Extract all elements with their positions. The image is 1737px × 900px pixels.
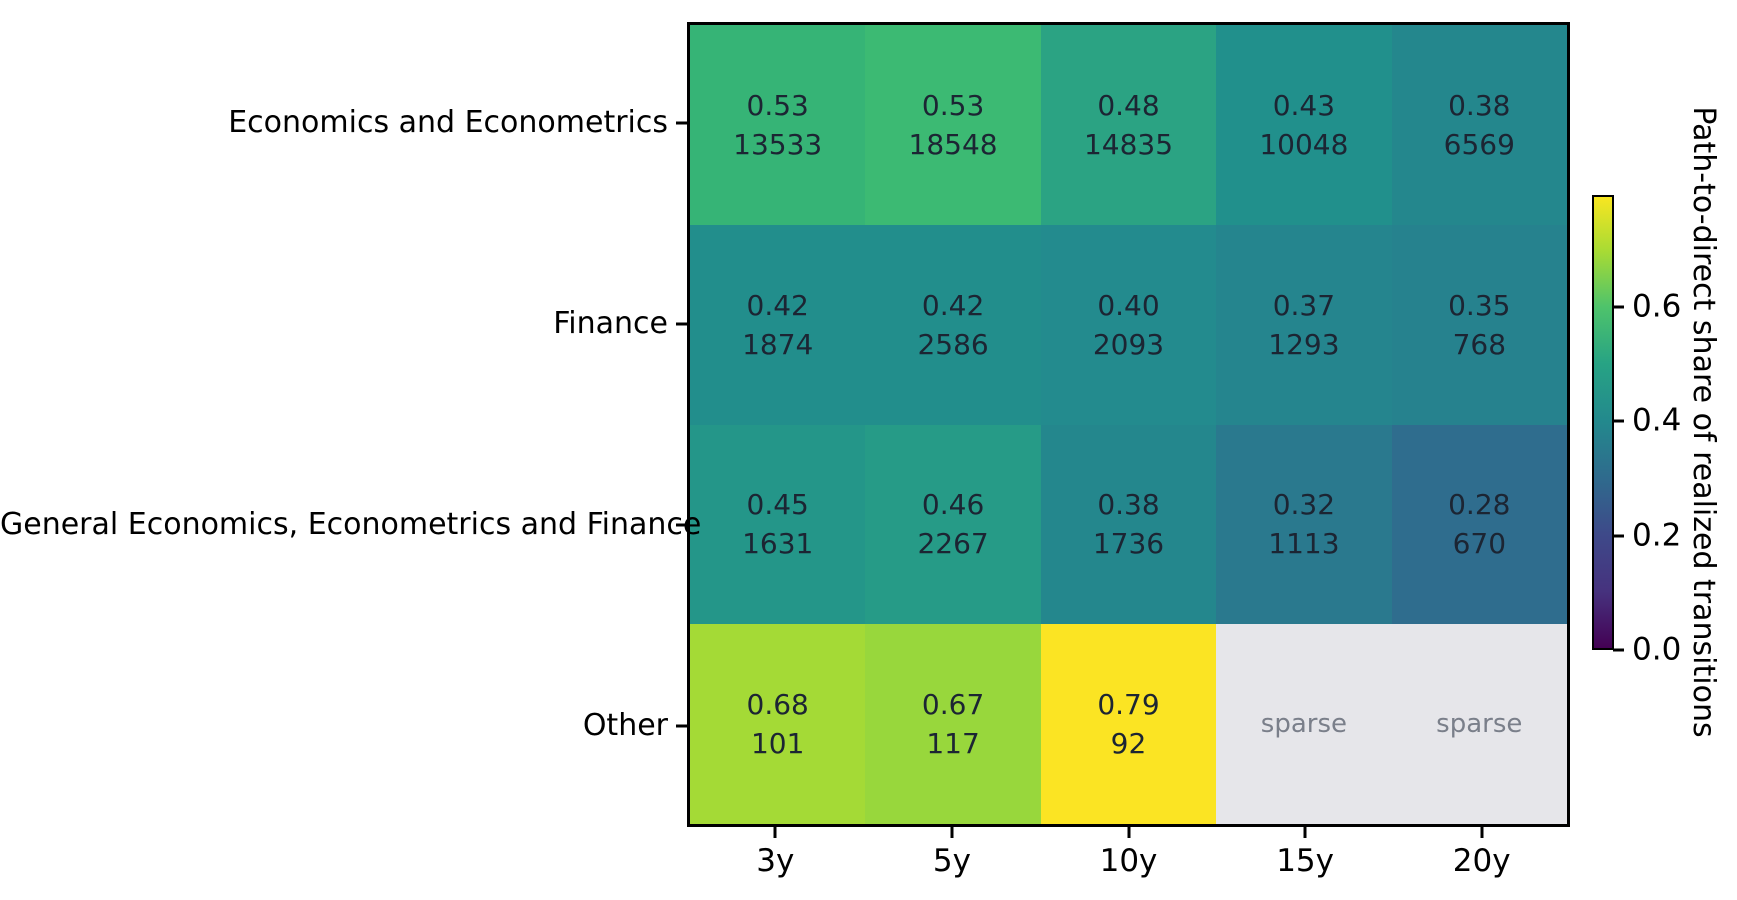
heatmap-cell: 0.46 2267 <box>865 424 1041 625</box>
heatmap-plot: 0.53 13533 0.53 18548 0.48 14835 0.43 10048 0.38… <box>687 22 1570 827</box>
colorbar-tick-mark <box>1613 305 1624 309</box>
row-label: Economics and Econometrics <box>228 104 668 140</box>
colorbar <box>1592 195 1614 650</box>
colorbar-tick-mark <box>1613 534 1624 538</box>
cell-count-value: 14835 <box>1083 127 1174 161</box>
y-axis-tick-mark <box>676 322 687 326</box>
cell-count-value: 1631 <box>742 527 814 561</box>
heatmap-cell: 0.53 13533 <box>690 25 866 225</box>
cell-share-value: 0.42 <box>921 288 985 322</box>
heatmap-cell: 0.32 1113 <box>1216 424 1392 625</box>
heatmap-cell: 0.37 1293 <box>1216 224 1392 425</box>
cell-count-value: 2267 <box>917 527 989 561</box>
heatmap-cell: 0.53 18548 <box>865 25 1041 225</box>
heatmap-cell: 0.42 1874 <box>690 224 866 425</box>
col-label: 3y <box>756 843 795 879</box>
colorbar-tick-label: 0.6 <box>1632 288 1682 325</box>
cell-share-value: 0.38 <box>1097 488 1160 522</box>
cell-count-value: 101 <box>750 727 805 761</box>
x-axis-tick-mark <box>950 827 954 838</box>
cell-share-value: 0.53 <box>746 88 809 122</box>
cell-share-value: 0.38 <box>1448 88 1511 122</box>
colorbar-tick-mark <box>1613 648 1624 652</box>
colorbar-gradient <box>1594 197 1612 648</box>
heatmap-cell: 0.42 2586 <box>865 224 1041 425</box>
heatmap-cell: 0.67 117 <box>865 624 1041 824</box>
cell-share-value: 0.46 <box>921 488 985 522</box>
row-label: General Economics, Econometrics and Fina… <box>0 507 702 543</box>
cell-share-value: 0.40 <box>1097 288 1160 322</box>
heatmap-cell: 0.79 92 <box>1040 624 1217 824</box>
heatmap-cell: 0.38 1736 <box>1040 424 1217 625</box>
colorbar-tick-label: 0.2 <box>1632 517 1682 554</box>
heatmap-cell: 0.35 768 <box>1391 224 1567 425</box>
cell-count-value: 117 <box>926 727 980 761</box>
cell-count-value: 1293 <box>1268 327 1340 361</box>
row-label: Other <box>582 708 668 744</box>
cell-count-value: 1736 <box>1092 527 1165 561</box>
cell-count-value: 18548 <box>908 127 998 161</box>
cell-count-value: 13533 <box>733 127 823 161</box>
colorbar-tick-label: 0.0 <box>1632 631 1682 668</box>
x-axis-tick-mark <box>1303 827 1307 838</box>
cell-count-value: 2093 <box>1092 327 1165 361</box>
x-axis-tick-mark <box>1127 827 1130 838</box>
cell-share-value: 0.53 <box>921 88 985 122</box>
heatmap-cell: 0.38 6569 <box>1391 25 1567 225</box>
cell-share-value: 0.48 <box>1097 88 1160 122</box>
cell-count-value: 1874 <box>742 327 814 361</box>
heatmap-cell: 0.68 101 <box>690 624 866 824</box>
cell-share-value: 0.32 <box>1272 488 1336 522</box>
cell-count-value: 10048 <box>1259 127 1349 161</box>
cell-share-value: 0.37 <box>1272 288 1336 322</box>
cell-share-value: 0.68 <box>746 688 809 722</box>
cell-share-value: 0.43 <box>1272 88 1336 122</box>
y-axis-tick-mark <box>676 121 687 125</box>
heatmap-cell: 0.43 10048 <box>1216 25 1392 225</box>
cell-share-value: 0.45 <box>746 488 809 522</box>
col-label: 20y <box>1452 843 1511 879</box>
heatmap-cell: 0.28 670 <box>1391 424 1567 625</box>
row-label: Finance <box>553 305 668 341</box>
cell-share-value: 0.35 <box>1448 288 1511 322</box>
x-axis-tick-mark <box>773 827 777 838</box>
cell-share-value: 0.42 <box>746 288 809 322</box>
cell-share-value: 0.79 <box>1097 688 1160 722</box>
cell-count-value: 1113 <box>1268 527 1340 561</box>
colorbar-title: Path-to-direct share of realized transit… <box>1686 106 1721 738</box>
cell-count-value: 6569 <box>1443 127 1515 161</box>
heatmap-cell: 0.48 14835 <box>1040 25 1217 225</box>
cell-count-value: 92 <box>1110 727 1147 761</box>
heatmap-cell: sparse <box>1391 624 1567 824</box>
heatmap-cell: 0.40 2093 <box>1040 224 1217 425</box>
col-label: 15y <box>1276 843 1334 879</box>
cell-count-value: 768 <box>1452 327 1507 361</box>
colorbar-tick-label: 0.4 <box>1632 402 1682 439</box>
colorbar-tick-mark <box>1613 419 1624 423</box>
cell-share-value: 0.28 <box>1448 488 1511 522</box>
sparse-label: sparse <box>1436 709 1523 740</box>
y-axis-tick-mark <box>676 523 687 527</box>
sparse-label: sparse <box>1260 709 1347 740</box>
x-axis-tick-mark <box>1480 827 1484 838</box>
y-axis-tick-mark <box>676 724 687 728</box>
heatmap-cell: 0.45 1631 <box>690 424 866 625</box>
cell-count-value: 2586 <box>917 327 989 361</box>
cell-count-value: 670 <box>1452 527 1507 561</box>
col-label: 5y <box>932 843 971 879</box>
heatmap-cell: sparse <box>1216 624 1392 824</box>
cell-share-value: 0.67 <box>921 688 985 722</box>
col-label: 10y <box>1099 843 1158 879</box>
